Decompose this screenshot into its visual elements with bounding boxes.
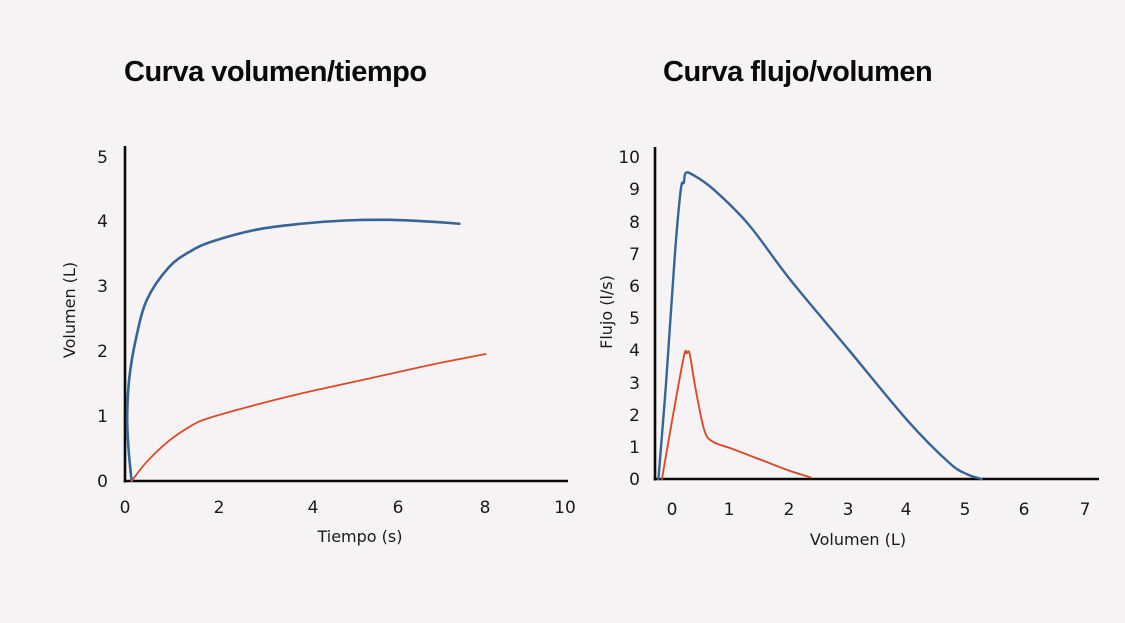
y-tick-label: 1 [97,407,108,427]
y-tick-label: 0 [629,470,640,490]
x-tick-label: 3 [843,500,854,520]
series-line-red [130,353,487,482]
x-tick-label: 2 [214,498,225,518]
y-tick-label: 4 [97,212,108,232]
x-tick-label: 6 [1019,500,1030,520]
y-tick-label: 8 [629,213,640,233]
x-tick-label: 0 [667,500,678,520]
y-tick-label: 0 [97,472,108,492]
y-tick-label: 3 [97,277,108,297]
x-tick-label: 6 [393,498,404,518]
x-axis-label: Tiempo (s) [316,527,402,546]
y-axis-label: Flujo (l/s) [597,275,616,349]
y-tick-label: 10 [618,148,640,168]
y-tick-label: 1 [629,438,640,458]
y-tick-label: 9 [629,180,640,200]
chart-title-volume-time: Curva volumen/tiempo [124,56,427,88]
x-tick-label: 1 [724,500,735,520]
x-tick-label: 7 [1080,500,1091,520]
x-tick-label: 4 [901,500,912,520]
series-line-blue [125,218,461,483]
x-tick-label: 5 [960,500,971,520]
series-line-blue [657,171,983,481]
y-tick-label: 6 [629,277,640,297]
y-tick-label: 2 [97,342,108,362]
x-tick-label: 2 [784,500,795,520]
y-axis-label: Volumen (L) [60,262,79,358]
y-tick-label: 7 [629,245,640,265]
x-tick-label: 10 [554,498,576,518]
chart-volume-time: 0 2 4 6 8 10 0 1 2 3 4 5 Tiempo (s) Volumen (L) [60,146,576,546]
y-tick-label: 2 [629,406,640,426]
y-tick-label: 5 [629,309,640,329]
y-tick-label: 4 [629,341,640,361]
y-tick-label: 5 [97,148,108,168]
x-tick-label: 0 [120,498,131,518]
x-axis-label: Volumen (L) [810,530,906,549]
x-tick-label: 4 [308,498,319,518]
y-tick-label: 3 [629,374,640,394]
chart-title-flow-volume: Curva flujo/volumen [663,56,933,88]
chart-flow-volume: 0 1 2 3 4 5 6 7 0 1 2 3 4 5 6 7 8 9 10 Volumen (L) Flujo (l/… [597,147,1099,549]
x-tick-label: 8 [480,498,491,518]
series-line-red [661,349,812,480]
